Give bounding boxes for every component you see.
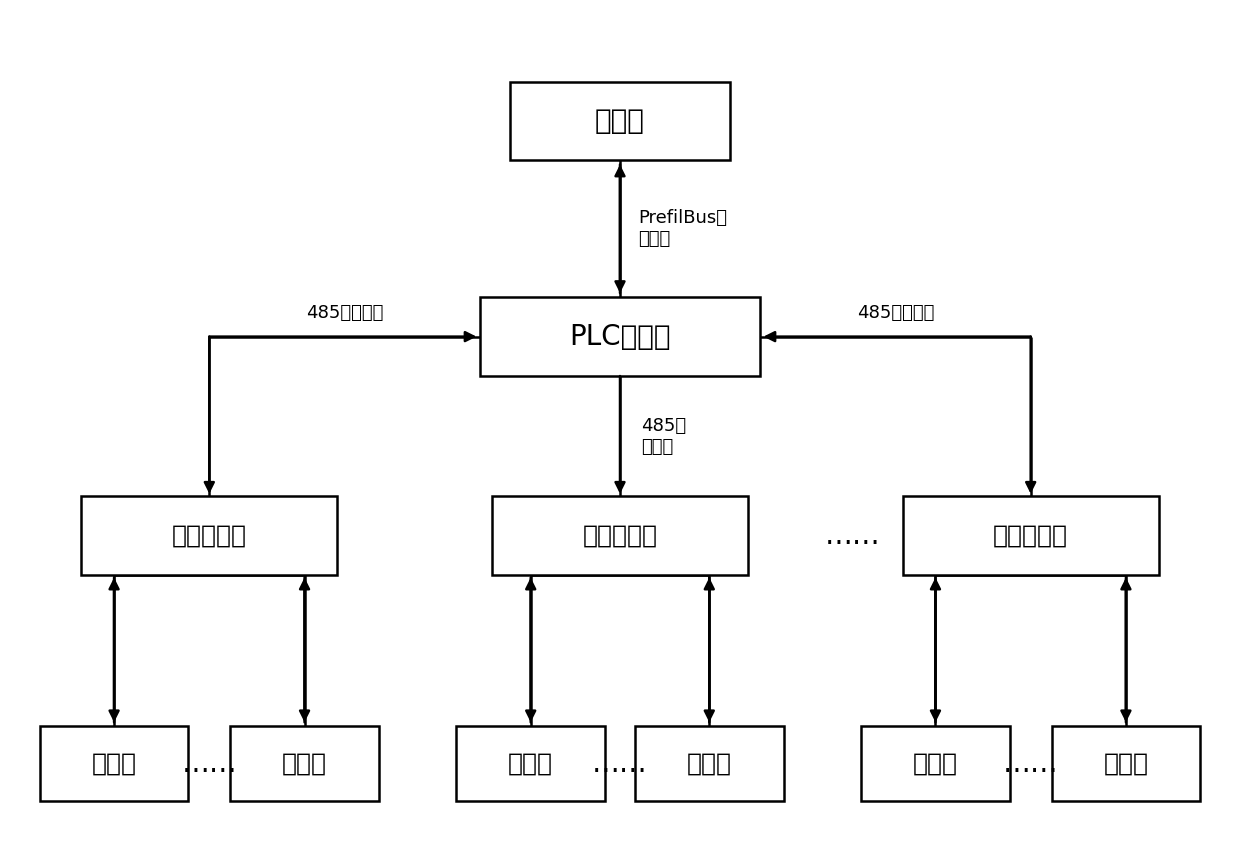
Bar xyxy=(456,727,605,801)
Text: 485通讯总线: 485通讯总线 xyxy=(306,303,383,321)
Text: ……: …… xyxy=(1003,750,1059,778)
Text: PrefilBus通
讯总线: PrefilBus通 讯总线 xyxy=(637,209,727,248)
Bar xyxy=(1052,727,1200,801)
Text: 温度控制器: 温度控制器 xyxy=(583,524,657,548)
Text: 485通
讯总线: 485通 讯总线 xyxy=(641,416,687,455)
Bar xyxy=(510,81,730,161)
Bar xyxy=(40,727,188,801)
Bar xyxy=(231,727,379,801)
Bar xyxy=(82,496,337,575)
Bar xyxy=(492,496,748,575)
Text: ……: …… xyxy=(825,522,880,550)
Text: 电暖器: 电暖器 xyxy=(1104,752,1148,776)
Text: 工控机: 工控机 xyxy=(595,107,645,135)
Text: 电暖器: 电暖器 xyxy=(508,752,553,776)
Text: 电暖器: 电暖器 xyxy=(281,752,327,776)
Bar xyxy=(635,727,784,801)
Text: 温度控制器: 温度控制器 xyxy=(172,524,247,548)
Text: 电暖器: 电暖器 xyxy=(92,752,136,776)
Text: PLC控制器: PLC控制器 xyxy=(569,322,671,351)
Text: 温度控制器: 温度控制器 xyxy=(993,524,1068,548)
Bar xyxy=(480,297,760,376)
Text: 电暖器: 电暖器 xyxy=(687,752,732,776)
Text: 485通讯总线: 485通讯总线 xyxy=(857,303,934,321)
Text: 电暖器: 电暖器 xyxy=(913,752,959,776)
Text: ……: …… xyxy=(181,750,237,778)
Bar xyxy=(861,727,1009,801)
Bar xyxy=(903,496,1158,575)
Text: ……: …… xyxy=(593,750,647,778)
